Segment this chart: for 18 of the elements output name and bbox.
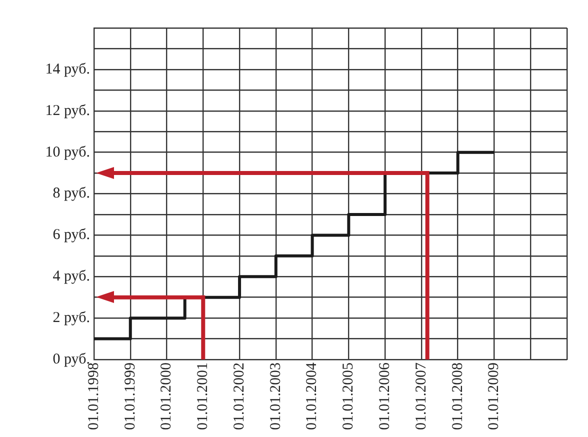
x-tick-label: 01.01.2006 [377,362,394,430]
x-tick-label: 01.01.2000 [158,362,175,430]
x-tick-label: 01.01.2004 [304,362,320,430]
x-tick-label: 01.01.1999 [122,362,138,430]
y-tick-label: 8 руб. [52,186,90,202]
y-tick-label: 4 руб. [52,268,90,285]
x-tick-label: 01.01.2002 [231,362,248,430]
y-tick-label: 6 руб. [52,227,90,244]
y-tick-label: 2 руб. [52,310,90,326]
x-tick-label: 01.01.2009 [486,362,502,430]
x-tick-label: 01.01.2008 [450,362,466,430]
x-tick-label: 01.01.2001 [195,362,212,430]
y-tick-label: 14 руб. [45,61,90,78]
y-tick-label: 12 руб. [45,102,90,119]
x-tick-label: 01.01.2007 [413,362,430,430]
x-tick-label: 01.01.2005 [340,362,357,430]
x-tick-label: 01.01.2003 [268,362,284,430]
y-tick-label: 10 руб. [45,144,90,160]
